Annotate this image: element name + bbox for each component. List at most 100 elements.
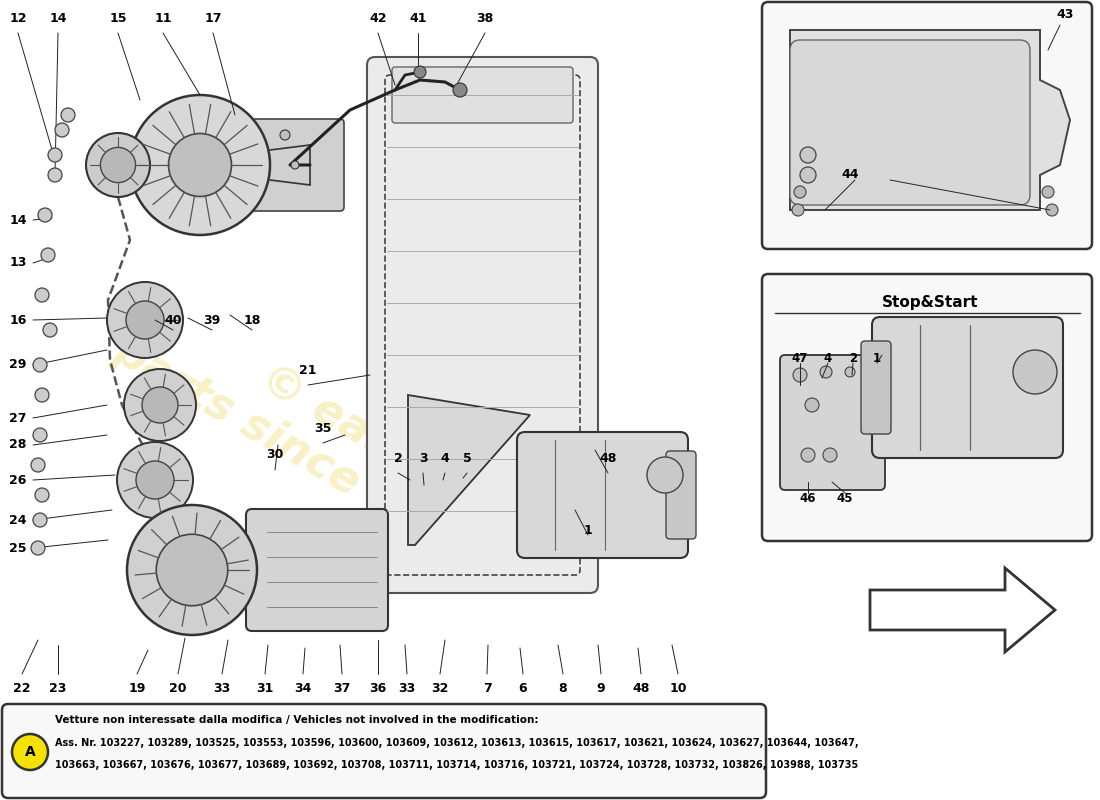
Circle shape <box>43 323 57 337</box>
Text: 11: 11 <box>154 11 172 25</box>
Circle shape <box>453 83 468 97</box>
Polygon shape <box>870 568 1055 652</box>
Text: 23: 23 <box>50 682 67 694</box>
Text: 48: 48 <box>600 451 617 465</box>
Text: 9: 9 <box>596 682 605 694</box>
Text: Stop&Start: Stop&Start <box>882 294 978 310</box>
Text: 8: 8 <box>559 682 568 694</box>
Circle shape <box>107 282 183 358</box>
Text: 25: 25 <box>9 542 26 554</box>
Text: 5: 5 <box>463 451 472 465</box>
Circle shape <box>60 108 75 122</box>
FancyBboxPatch shape <box>517 432 688 558</box>
Text: 2: 2 <box>394 451 403 465</box>
Circle shape <box>292 161 299 169</box>
Circle shape <box>33 358 47 372</box>
Circle shape <box>1046 204 1058 216</box>
Circle shape <box>31 458 45 472</box>
Text: 4: 4 <box>441 451 450 465</box>
Text: 17: 17 <box>205 11 222 25</box>
Circle shape <box>800 167 816 183</box>
Text: 29: 29 <box>9 358 26 371</box>
Text: 26: 26 <box>9 474 26 486</box>
Circle shape <box>117 442 192 518</box>
Circle shape <box>35 388 50 402</box>
Text: 18: 18 <box>243 314 261 326</box>
Circle shape <box>86 133 150 197</box>
Circle shape <box>793 368 807 382</box>
Circle shape <box>31 541 45 555</box>
FancyBboxPatch shape <box>161 119 344 211</box>
Text: 35: 35 <box>315 422 332 434</box>
Text: 14: 14 <box>50 11 67 25</box>
Text: 15: 15 <box>109 11 126 25</box>
FancyBboxPatch shape <box>872 317 1063 458</box>
Circle shape <box>820 366 832 378</box>
Text: Ass. Nr. 103227, 103289, 103525, 103553, 103596, 103600, 103609, 103612, 103613,: Ass. Nr. 103227, 103289, 103525, 103553,… <box>55 738 859 748</box>
Text: 40: 40 <box>164 314 182 326</box>
Text: 27: 27 <box>9 411 26 425</box>
Circle shape <box>142 387 178 423</box>
Text: Vetture non interessate dalla modifica / Vehicles not involved in the modificati: Vetture non interessate dalla modifica /… <box>55 715 539 725</box>
Text: 103663, 103667, 103676, 103677, 103689, 103692, 103708, 103711, 103714, 103716, : 103663, 103667, 103676, 103677, 103689, … <box>55 760 858 770</box>
Circle shape <box>126 505 257 635</box>
Text: 22: 22 <box>13 682 31 694</box>
Circle shape <box>845 367 855 377</box>
Circle shape <box>168 134 231 197</box>
Text: 37: 37 <box>333 682 351 694</box>
FancyBboxPatch shape <box>392 67 573 123</box>
Circle shape <box>126 301 164 339</box>
Text: 1: 1 <box>873 351 881 365</box>
FancyBboxPatch shape <box>762 2 1092 249</box>
Text: © eal
parts since 1985: © eal parts since 1985 <box>107 286 514 574</box>
Text: 7: 7 <box>483 682 492 694</box>
Circle shape <box>48 168 62 182</box>
Circle shape <box>136 461 174 499</box>
Text: 39: 39 <box>204 314 221 326</box>
FancyBboxPatch shape <box>861 341 891 434</box>
Text: 10: 10 <box>669 682 686 694</box>
Text: 46: 46 <box>800 491 816 505</box>
Text: 42: 42 <box>370 11 387 25</box>
Text: 43: 43 <box>1056 7 1074 21</box>
Text: 32: 32 <box>431 682 449 694</box>
Text: 13: 13 <box>9 257 26 270</box>
Text: 41: 41 <box>409 11 427 25</box>
FancyBboxPatch shape <box>2 704 766 798</box>
Circle shape <box>823 448 837 462</box>
Text: 19: 19 <box>129 682 145 694</box>
Circle shape <box>124 369 196 441</box>
Text: 3: 3 <box>419 451 427 465</box>
Text: 31: 31 <box>256 682 274 694</box>
Text: 45: 45 <box>837 491 854 505</box>
Circle shape <box>1013 350 1057 394</box>
Text: 33: 33 <box>213 682 231 694</box>
FancyBboxPatch shape <box>246 509 388 631</box>
Circle shape <box>414 66 426 78</box>
Circle shape <box>805 398 820 412</box>
Circle shape <box>801 448 815 462</box>
Text: 38: 38 <box>476 11 494 25</box>
Text: 48: 48 <box>632 682 650 694</box>
Text: 34: 34 <box>295 682 311 694</box>
Circle shape <box>12 734 48 770</box>
FancyBboxPatch shape <box>762 274 1092 541</box>
Circle shape <box>48 148 62 162</box>
Text: 33: 33 <box>398 682 416 694</box>
Circle shape <box>862 367 872 377</box>
Text: 4: 4 <box>824 351 832 365</box>
Text: 44: 44 <box>842 169 859 182</box>
Circle shape <box>35 488 50 502</box>
Text: 6: 6 <box>519 682 527 694</box>
Circle shape <box>55 123 69 137</box>
Text: 1: 1 <box>584 523 593 537</box>
Circle shape <box>35 288 50 302</box>
Circle shape <box>39 208 52 222</box>
Text: 21: 21 <box>299 363 317 377</box>
FancyBboxPatch shape <box>780 355 886 490</box>
Text: 20: 20 <box>169 682 187 694</box>
Circle shape <box>33 428 47 442</box>
Text: 36: 36 <box>370 682 386 694</box>
Text: 30: 30 <box>266 449 284 462</box>
Text: 47: 47 <box>792 351 808 365</box>
